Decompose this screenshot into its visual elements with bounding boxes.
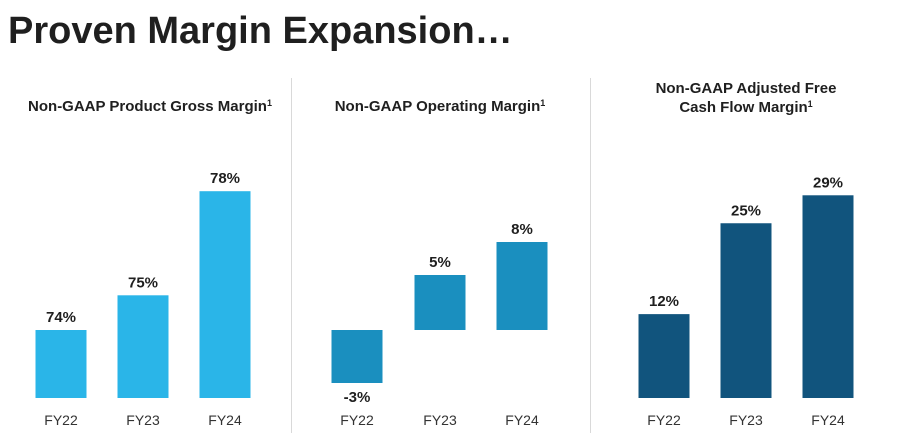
bar-fy22	[35, 330, 87, 398]
bar-fy23	[414, 275, 466, 330]
panel-divider	[590, 78, 591, 433]
category-label: FY22	[340, 412, 374, 428]
panel-divider	[291, 78, 292, 433]
bar-fy24	[802, 195, 854, 398]
title-line: Cash Flow Margin	[679, 99, 808, 116]
data-label: -3%	[344, 389, 371, 406]
title-line: Non-GAAP Product Gross Margin	[28, 98, 267, 115]
bar-fy24	[496, 242, 548, 330]
title-line: Non-GAAP Operating Margin	[334, 98, 541, 115]
category-label: FY24	[505, 412, 539, 428]
category-label: FY23	[423, 412, 457, 428]
category-label: FY23	[126, 412, 160, 428]
bar-fy22	[331, 330, 383, 383]
bar-fy23	[720, 223, 772, 398]
data-label: 25%	[731, 202, 761, 219]
footnote-marker: 1	[266, 98, 272, 108]
gross-margin-chart-title: Non-GAAP Product Gross Margin1	[10, 97, 290, 116]
category-label: FY23	[729, 412, 763, 428]
operating-margin-chart-title: Non-GAAP Operating Margin1	[300, 97, 580, 116]
page-title: Proven Margin Expansion…	[8, 10, 513, 52]
bar-fy24	[199, 191, 251, 398]
chart-2: -3% FY22 5% FY23 8% FY24	[331, 221, 548, 428]
bar-fy22	[638, 314, 690, 398]
data-label: 29%	[813, 174, 843, 191]
fcf-margin-chart-title: Non-GAAP Adjusted Free Cash Flow Margin1	[606, 79, 886, 117]
footnote-marker: 1	[540, 98, 546, 108]
data-label: 78%	[210, 170, 240, 187]
category-label: FY24	[811, 412, 845, 428]
bar-fy23	[117, 295, 169, 398]
chart-3: 12% FY22 25% FY23 29% FY24	[638, 174, 854, 428]
title-line: Non-GAAP Adjusted Free	[655, 80, 837, 97]
chart-1: 74% FY22 75% FY23 78% FY24	[35, 170, 251, 428]
category-label: FY22	[44, 412, 78, 428]
data-label: 8%	[511, 221, 533, 238]
footnote-marker: 1	[807, 99, 813, 109]
category-label: FY24	[208, 412, 242, 428]
data-label: 12%	[649, 293, 679, 310]
category-label: FY22	[647, 412, 681, 428]
data-label: 5%	[429, 254, 451, 271]
data-label: 75%	[128, 274, 158, 291]
data-label: 74%	[46, 309, 76, 326]
